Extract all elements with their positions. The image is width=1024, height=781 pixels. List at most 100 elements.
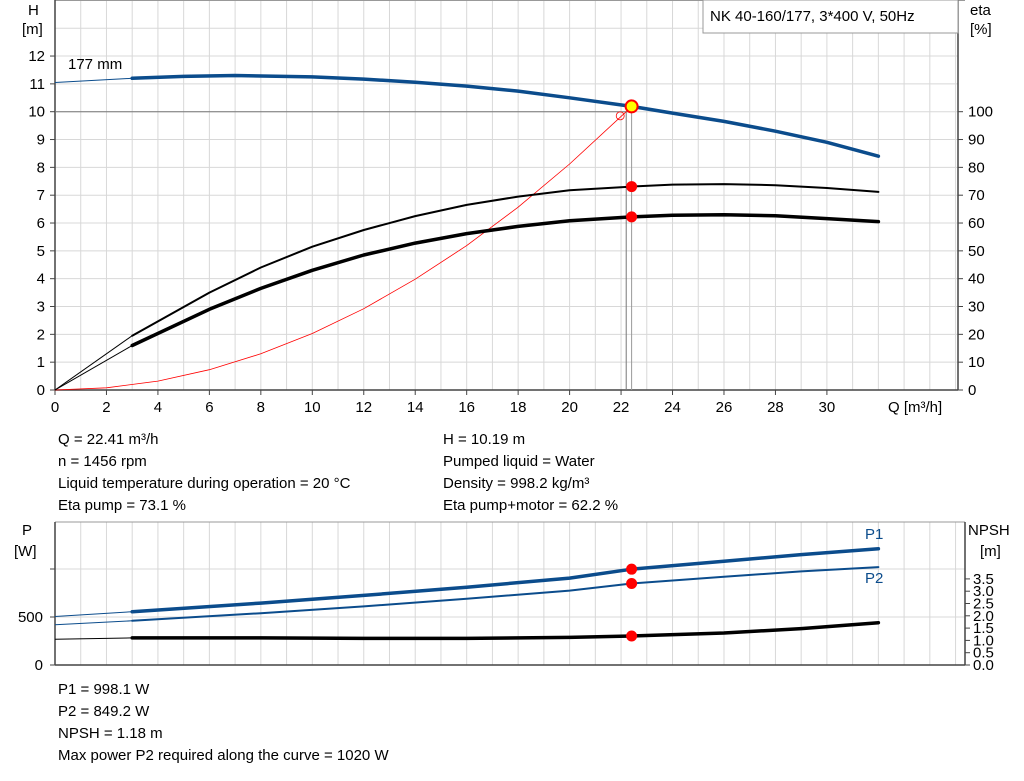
- y-tick-label: 2: [37, 326, 45, 343]
- p1-curve-extension: [54, 611, 133, 617]
- p1-marker: [626, 563, 638, 575]
- bottom-grid: [55, 522, 965, 665]
- y-tick-label: 3: [37, 299, 45, 316]
- info-p1: P1 = 998.1 W: [58, 681, 150, 698]
- p-axis-label: P: [22, 522, 32, 539]
- y-tick-label: 12: [28, 48, 45, 65]
- eta-tick-label: 10: [968, 354, 985, 371]
- legend-box: NK 40-160/177, 3*400 V, 50Hz: [702, 0, 959, 34]
- x-tick-label: 2: [102, 399, 110, 416]
- p2-marker: [626, 577, 638, 589]
- info-npsh: NPSH = 1.18 m: [58, 725, 163, 742]
- info-temp: Liquid temperature during operation = 20…: [58, 475, 351, 492]
- eta-pump-motor-curve-extension: [54, 345, 133, 391]
- eta-tick-label: 20: [968, 326, 985, 343]
- eta-pump-motor-curve: [130, 212, 881, 348]
- head-curve: [130, 73, 881, 158]
- npsh-tick-label: 2.0: [973, 608, 994, 625]
- y-tick-label: 8: [37, 159, 45, 176]
- eta-pump-motor-marker: [626, 211, 638, 223]
- npsh-tick-label: 0.5: [973, 645, 994, 662]
- info-bottom: P1 = 998.1 W P2 = 849.2 W NPSH = 1.18 m …: [58, 679, 389, 767]
- eta-pump-curve-extension: [54, 335, 133, 391]
- p2-label: P2: [865, 570, 883, 587]
- p-axis-unit: [W]: [14, 543, 37, 560]
- y-axis-unit: [m]: [22, 21, 43, 38]
- chart-title: NK 40-160/177, 3*400 V, 50Hz: [710, 8, 915, 25]
- info-liquid: Pumped liquid = Water: [443, 453, 595, 470]
- npsh-tick-label: 1.5: [973, 620, 994, 637]
- eta-tick-label: 50: [968, 243, 985, 260]
- npsh-tick-label: 2.5: [973, 596, 994, 613]
- p2-curve: [131, 566, 880, 622]
- x-tick-label: 10: [304, 399, 321, 416]
- npsh-tick-label: 1.0: [973, 632, 994, 649]
- y-tick-label: 7: [37, 187, 45, 204]
- system-curve: [54, 111, 627, 391]
- top-grid: [55, 0, 958, 390]
- p-tick-label: 0: [35, 657, 43, 674]
- info-density: Density = 998.2 kg/m³: [443, 475, 590, 492]
- eta-tick-label: 100: [968, 104, 993, 121]
- eta-tick-label: 30: [968, 299, 985, 316]
- info-h: H = 10.19 m: [443, 431, 526, 448]
- head-curve-extension: [54, 77, 133, 83]
- x-tick-label: 22: [613, 399, 630, 416]
- y-tick-label: 5: [37, 243, 45, 260]
- y-tick-label: 0: [37, 382, 45, 399]
- info-max-power: Max power P2 required along the curve = …: [58, 747, 389, 764]
- p-tick-label: 500: [18, 609, 43, 626]
- x-tick-label: 16: [458, 399, 475, 416]
- info-n: n = 1456 rpm: [58, 453, 147, 470]
- info-eta-pump: Eta pump = 73.1 %: [58, 497, 186, 514]
- y-tick-label: 11: [29, 76, 45, 93]
- eta-tick-label: 60: [968, 215, 985, 232]
- y-tick-label: 4: [37, 271, 45, 288]
- eta-tick-label: 40: [968, 271, 985, 288]
- x-tick-label: 18: [510, 399, 527, 416]
- eta-pump-curve: [131, 183, 880, 337]
- x-tick-label: 4: [154, 399, 162, 416]
- x-tick-label: 24: [664, 399, 681, 416]
- npsh-curve: [130, 620, 881, 641]
- eta-tick-label: 80: [968, 159, 985, 176]
- p1-curve: [130, 547, 881, 614]
- eta-tick-label: 70: [968, 187, 985, 204]
- p1-label: P1: [865, 526, 883, 543]
- x-tick-label: 6: [205, 399, 213, 416]
- info-q: Q = 22.41 m³/h: [58, 431, 159, 448]
- info-p2: P2 = 849.2 W: [58, 703, 150, 720]
- x-tick-label: 20: [561, 399, 578, 416]
- impeller-label: 177 mm: [68, 56, 122, 73]
- x-tick-label: 28: [767, 399, 784, 416]
- info-top-right: H = 10.19 m Pumped liquid = Water Densit…: [443, 429, 618, 517]
- npsh-tick-label: 3.5: [973, 571, 994, 588]
- y-tick-label: 10: [28, 104, 45, 121]
- npsh-axis-unit: [m]: [980, 543, 1001, 560]
- y-tick-label: 6: [37, 215, 45, 232]
- y-tick-label: 1: [37, 354, 45, 371]
- markers: [615, 99, 639, 642]
- y-axis-label: H: [28, 2, 39, 19]
- npsh-tick-label: 0.0: [973, 657, 994, 674]
- axes: [50, 0, 970, 666]
- npsh-tick-label: 3.0: [973, 583, 994, 600]
- x-tick-label: 0: [51, 399, 59, 416]
- duty-point-marker: [624, 99, 639, 114]
- tick-labels: 0 2 4 6 8 10 12 14 16 18 20 22 24 26 28 300123456789101…: [14, 2, 1010, 674]
- eta-pump-marker: [626, 181, 638, 193]
- curves: [54, 73, 881, 641]
- x-tick-label: 30: [819, 399, 836, 416]
- eta-axis-unit: [%]: [970, 21, 992, 38]
- x-tick-label: 26: [716, 399, 733, 416]
- info-eta-pump-motor: Eta pump+motor = 62.2 %: [443, 497, 619, 514]
- x-tick-label: 12: [355, 399, 372, 416]
- x-tick-label: 8: [257, 399, 265, 416]
- npsh-curve-extension: [54, 637, 133, 640]
- npsh-marker: [626, 630, 638, 642]
- x-tick-label: 14: [407, 399, 424, 416]
- system-point-marker: [615, 111, 625, 121]
- y-tick-label: 9: [37, 132, 45, 149]
- x-axis-label: Q [m³/h]: [888, 399, 942, 416]
